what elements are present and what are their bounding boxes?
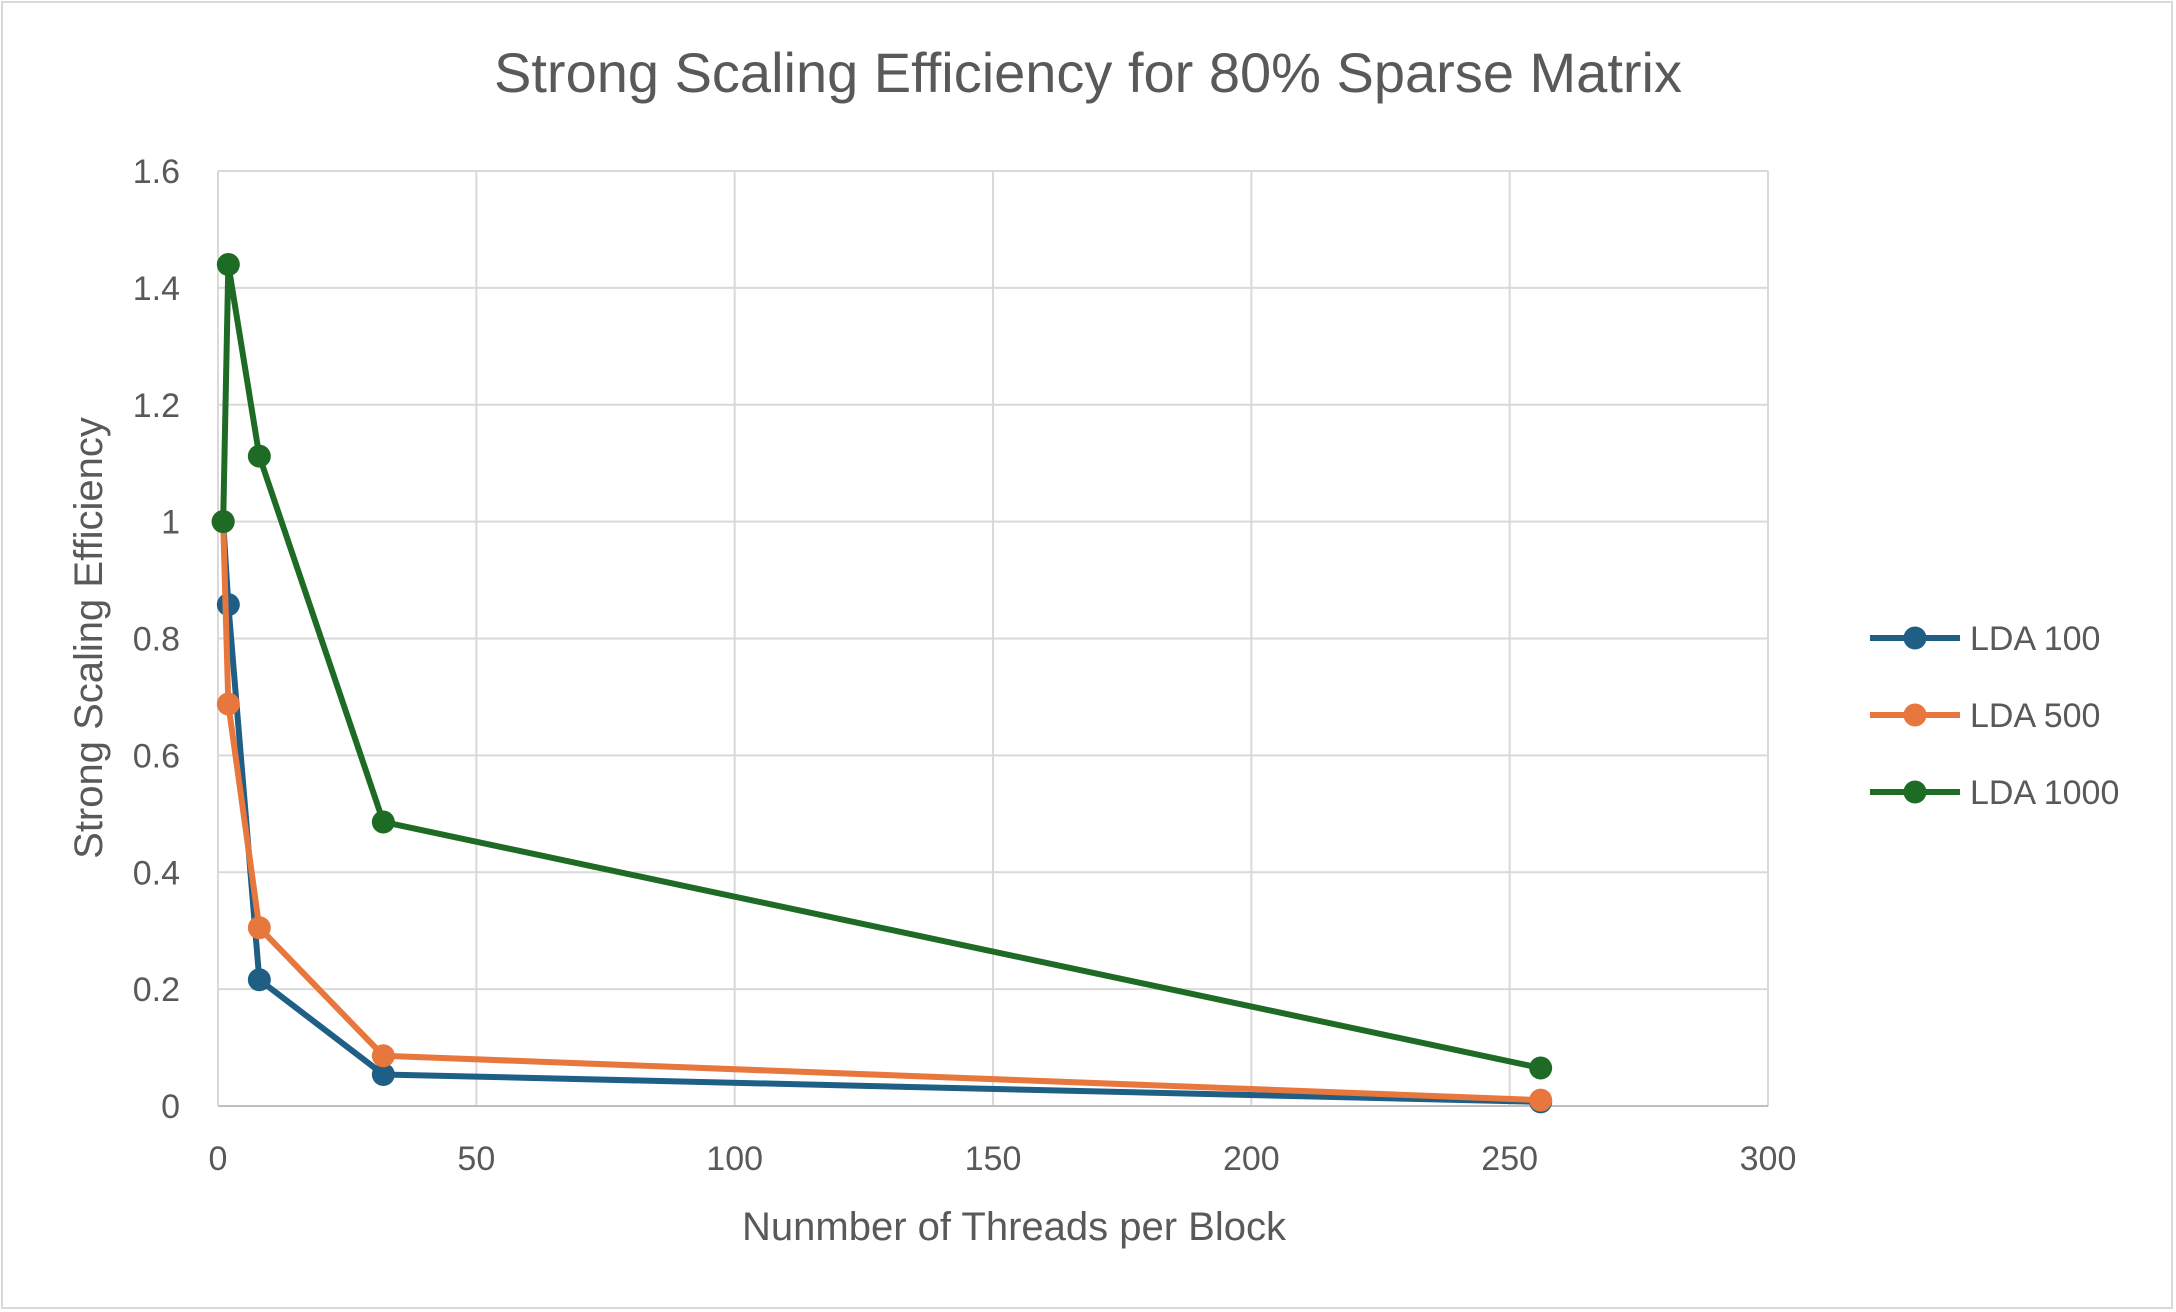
y-tick-label: 0.8 [133,621,180,659]
x-tick-label: 150 [965,1140,1022,1178]
y-tick-label: 1.2 [133,387,180,425]
legend-item: LDA 1000 [1870,774,2119,812]
legend-label: LDA 100 [1970,620,2100,658]
x-tick-label: 100 [706,1140,763,1178]
series-lda-500 [211,510,1553,1112]
data-point [371,810,395,834]
data-point [211,510,235,534]
x-tick-label: 300 [1740,1140,1797,1178]
data-point [216,253,240,276]
legend-item: LDA 500 [1870,697,2100,735]
data-point [247,968,271,992]
x-tick-label: 250 [1481,1140,1538,1178]
legend-item: LDA 100 [1870,620,2100,658]
series-line [220,518,1544,1105]
tick-labels: 0 0.2 0.4 0.6 0.8 1 1.2 1.4 1.6 0 50 100 150 200 250 30… [133,153,1797,1178]
legend-swatch-marker [1903,703,1927,727]
series-line [220,261,1544,1072]
y-axis-title: Strong Scaling Efficiency [67,417,111,859]
x-axis-title: Nunmber of Threads per Block [742,1205,1287,1249]
data-point [1529,1088,1553,1112]
series-lda-1000 [211,253,1553,1080]
x-tick-label: 200 [1223,1140,1280,1178]
data-point [1529,1056,1553,1080]
legend-swatch-marker [1903,780,1927,804]
y-tick-label: 1.4 [133,270,180,308]
x-tick-label: 0 [209,1140,228,1178]
y-tick-label: 1 [161,504,180,542]
legend-swatch-marker [1903,626,1927,650]
gridlines [217,170,1769,1107]
axes [217,171,1768,1107]
data-point [371,1044,395,1068]
y-tick-label: 0.2 [133,971,180,1009]
series-layer [211,253,1553,1114]
y-tick-label: 1.6 [133,153,180,191]
series-lda-100 [211,510,1553,1114]
y-tick-label: 0 [161,1088,180,1126]
data-point [247,444,271,468]
legend: LDA 100 LDA 500 LDA 1000 [1870,620,2119,812]
y-tick-label: 0.4 [133,854,180,892]
x-tick-label: 50 [457,1140,495,1178]
legend-label: LDA 500 [1970,697,2100,735]
chart-title: Strong Scaling Efficiency for 80% Sparse… [494,41,1682,104]
data-point [216,692,240,716]
y-tick-label: 0.6 [133,737,180,775]
series-line [220,518,1544,1104]
legend-label: LDA 1000 [1970,774,2119,812]
data-point [371,1062,395,1086]
data-point [247,916,271,940]
